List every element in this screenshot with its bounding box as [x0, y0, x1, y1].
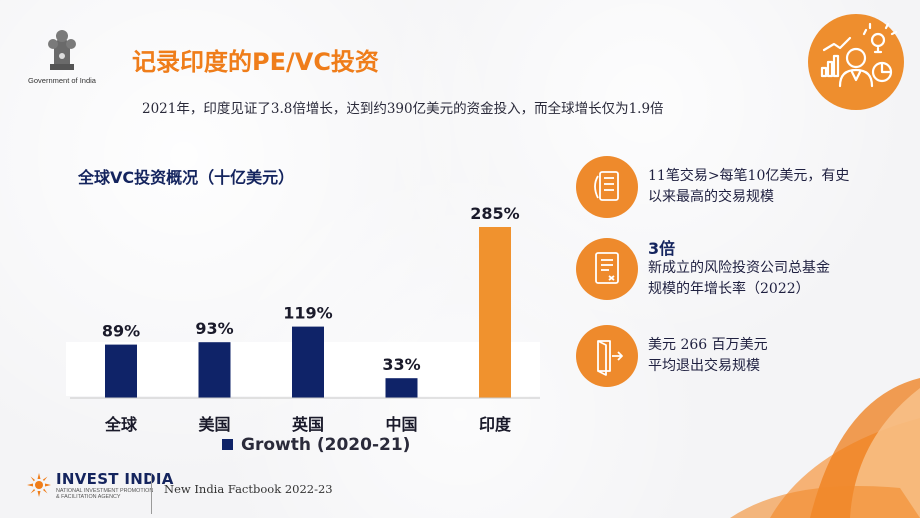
vc-growth-chart: 89% 93% 119% 33% 285% 全球 美国 英国 中国 印度 Growth (202…: [66, 204, 540, 455]
brand-sub1: NATIONAL INVESTMENT PROMOTION: [56, 488, 154, 494]
stat-exit-line1: 美元 266 百万美元: [648, 337, 768, 353]
stat-funds-line2: 规模的年增长率（2022）: [648, 280, 810, 297]
bar-value-label-2: 119%: [283, 304, 332, 323]
stat-row-deals: 11笔交易>每笔10亿美元，有史 以来最高的交易规模: [576, 156, 849, 218]
brand-sub2: & FACILITATION AGENCY: [56, 494, 121, 500]
bar-3: [385, 378, 418, 398]
x-tick-label-4: 印度: [479, 415, 512, 434]
stat-row-funds: 3倍 新成立的风险投资公司总基金 规模的年增长率（2022）: [576, 238, 830, 300]
stat-deals-line1: 11笔交易>每笔10亿美元，有史: [648, 168, 850, 184]
bar-1: [198, 342, 231, 398]
investor-analytics-icon: [808, 14, 904, 110]
x-tick-label-3: 中国: [385, 415, 417, 434]
decorative-petals: [730, 378, 920, 518]
page-title: 记录印度的PE/VC投资: [132, 48, 379, 76]
x-tick-label-0: 全球: [104, 415, 138, 434]
stat-row-exit: 美元 266 百万美元 平均退出交易规模: [576, 325, 768, 387]
page-subtitle: 2021年，印度见证了3.8倍增长，达到约390亿美元的资金投入，而全球增长仅为…: [142, 101, 664, 117]
bar-2: [292, 326, 324, 398]
x-tick-label-2: 英国: [291, 415, 324, 434]
emblem-caption: Government of India: [28, 76, 96, 85]
invest-india-sun-icon: [27, 473, 51, 497]
legend-swatch: [222, 439, 233, 450]
stat-exit-line2: 平均退出交易规模: [648, 358, 760, 374]
government-emblem: Government of India: [22, 26, 102, 85]
emblem-icon: [48, 30, 76, 70]
bar-4: [479, 227, 511, 398]
legend-label: Growth (2020-21): [241, 435, 410, 455]
stat-funds-line1: 新成立的风险投资公司总基金: [648, 259, 830, 276]
stat-deals-line2: 以来最高的交易规模: [648, 189, 774, 205]
fund-document-icon: [576, 238, 638, 300]
bar-value-label-4: 285%: [470, 204, 519, 223]
stat-funds-headline: 3倍: [648, 238, 676, 258]
bar-0: [105, 344, 137, 398]
invest-india-logo: INVEST INDIA NATIONAL INVESTMENT PROMOTI…: [26, 470, 174, 500]
bar-value-label-1: 93%: [195, 319, 233, 338]
bar-value-label-0: 89%: [102, 322, 140, 341]
x-tick-label-1: 美国: [198, 415, 230, 434]
exit-door-icon: [576, 325, 638, 387]
brand-name: INVEST INDIA: [56, 470, 174, 488]
deals-document-icon: [576, 156, 638, 218]
bar-value-label-3: 33%: [382, 355, 420, 374]
factbook-label: New India Factbook 2022-23: [164, 482, 333, 496]
chart-title: 全球VC投资概况（十亿美元）: [78, 168, 295, 187]
footer-divider: [151, 474, 152, 514]
